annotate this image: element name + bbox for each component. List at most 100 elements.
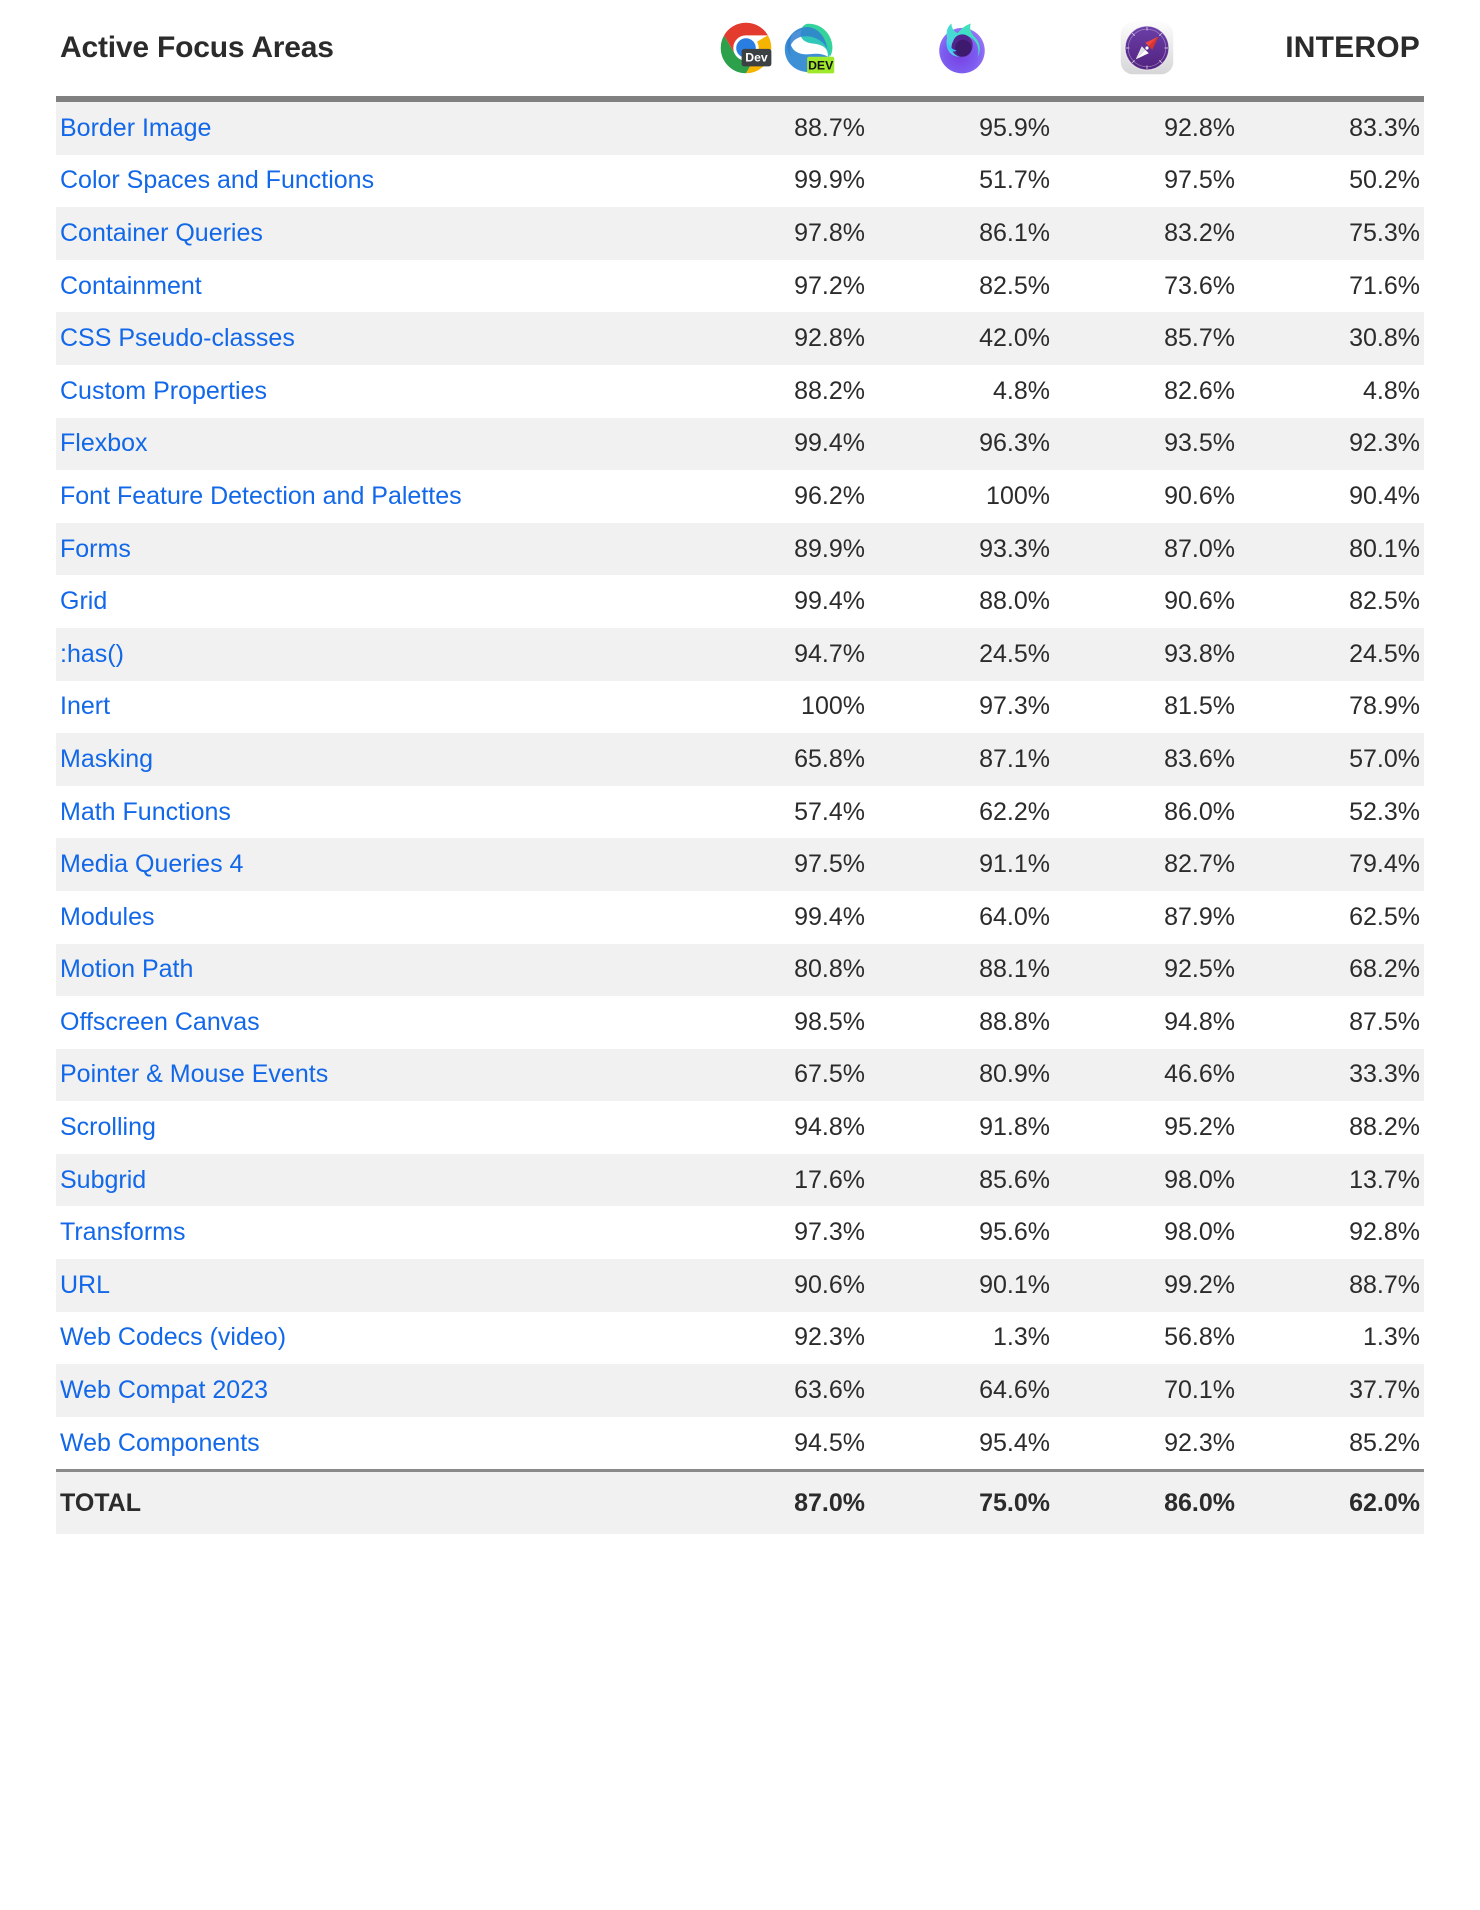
table-row[interactable]: Pointer & Mouse Events 67.5% 80.9% 46.6%… (56, 1048, 1424, 1102)
table-row[interactable]: Container Queries 97.8% 86.1% 83.2% 75.3… (56, 207, 1424, 260)
feature-cell: Transforms (56, 1206, 684, 1259)
table-row[interactable]: Transforms 97.3% 95.6% 98.0% 92.8% (56, 1206, 1424, 1259)
score-interop: 13.7% (1239, 1153, 1424, 1207)
table-row[interactable]: Inert 100% 97.3% 81.5% 78.9% (56, 681, 1424, 734)
table-row[interactable]: Web Codecs (video) 92.3% 1.3% 56.8% 1.3% (56, 1312, 1424, 1365)
score-firefox: 97.3% (979, 692, 1050, 721)
table-row[interactable]: Offscreen Canvas 98.5% 88.8% 94.8% 87.5% (56, 996, 1424, 1049)
feature-link[interactable]: Border Image (60, 113, 212, 142)
score-chrome-edge: 99.9% (794, 166, 865, 195)
score-interop: 80.1% (1239, 522, 1424, 576)
feature-link[interactable]: Container Queries (60, 218, 263, 247)
feature-link[interactable]: Media Queries 4 (60, 850, 244, 879)
score-chrome-edge: 98.5% (794, 1007, 865, 1036)
feature-link[interactable]: Custom Properties (60, 376, 268, 405)
table-row[interactable]: Border Image 88.7% 95.9% 92.8% 83.3% (56, 102, 1424, 155)
score-safari: 98.0% (1164, 1218, 1235, 1247)
table-row[interactable]: Custom Properties 88.2% 4.8% 82.6% 4.8% (56, 365, 1424, 418)
feature-link[interactable]: Font Feature Detection and Palettes (60, 481, 462, 510)
table-row[interactable]: Masking 65.8% 87.1% 83.6% 57.0% (56, 733, 1424, 786)
feature-cell: Math Functions (56, 786, 684, 839)
table-row[interactable]: Web Compat 2023 63.6% 64.6% 70.1% 37.7% (56, 1364, 1424, 1417)
feature-link[interactable]: Forms (60, 534, 131, 563)
feature-cell: Flexbox (56, 417, 684, 471)
score-chrome-edge: 94.8% (794, 1113, 865, 1142)
table-row[interactable]: Forms 89.9% 93.3% 87.0% 80.1% (56, 522, 1424, 576)
feature-link[interactable]: Pointer & Mouse Events (60, 1060, 329, 1089)
feature-cell: Masking (56, 733, 684, 786)
feature-link[interactable]: Subgrid (60, 1165, 147, 1194)
feature-cell: Font Feature Detection and Palettes (56, 470, 684, 523)
score-safari: 94.8% (1164, 1007, 1235, 1036)
feature-cell: Motion Path (56, 943, 684, 997)
table-row[interactable]: URL 90.6% 90.1% 99.2% 88.7% (56, 1259, 1424, 1312)
table-row[interactable]: Web Components 94.5% 95.4% 92.3% 85.2% (56, 1417, 1424, 1470)
header-rule (56, 96, 1424, 102)
feature-cell: Web Codecs (video) (56, 1312, 684, 1365)
score-safari: 46.6% (1054, 1048, 1239, 1102)
score-firefox: 91.8% (979, 1113, 1050, 1142)
table-row[interactable]: Grid 99.4% 88.0% 90.6% 82.5% (56, 575, 1424, 628)
score-chrome-edge: 88.7% (684, 102, 869, 155)
feature-link[interactable]: Grid (60, 587, 108, 616)
table-row[interactable]: Flexbox 99.4% 96.3% 93.5% 92.3% (56, 417, 1424, 471)
score-safari: 87.9% (1164, 902, 1235, 931)
score-chrome-edge: 63.6% (684, 1364, 869, 1417)
feature-link[interactable]: URL (60, 1270, 111, 1299)
score-firefox: 87.1% (869, 733, 1054, 786)
total-firefox: 75.0% (869, 1472, 1054, 1535)
score-interop: 57.0% (1239, 733, 1424, 786)
score-safari: 73.6% (1164, 271, 1235, 300)
table-row[interactable]: Modules 99.4% 64.0% 87.9% 62.5% (56, 891, 1424, 944)
score-chrome-edge: 99.4% (684, 417, 869, 471)
table-row[interactable]: CSS Pseudo-classes 92.8% 42.0% 85.7% 30.… (56, 312, 1424, 365)
feature-link[interactable]: CSS Pseudo-classes (60, 324, 295, 353)
score-interop: 82.5% (1349, 587, 1420, 616)
feature-link[interactable]: Web Codecs (video) (60, 1323, 287, 1352)
feature-link[interactable]: Web Components (60, 1428, 260, 1457)
feature-link[interactable]: Masking (60, 744, 154, 773)
page-title: Active Focus Areas (60, 31, 334, 64)
score-chrome-edge: 97.8% (684, 207, 869, 260)
table-row[interactable]: Subgrid 17.6% 85.6% 98.0% 13.7% (56, 1153, 1424, 1207)
score-chrome-edge: 97.2% (794, 271, 865, 300)
score-chrome-edge: 100% (801, 692, 865, 721)
feature-link[interactable]: Web Compat 2023 (60, 1376, 268, 1405)
table-row[interactable]: Math Functions 57.4% 62.2% 86.0% 52.3% (56, 786, 1424, 839)
feature-cell: Offscreen Canvas (56, 996, 684, 1049)
feature-link[interactable]: Transforms (60, 1218, 186, 1247)
header-cell-interop: INTEROP (1239, 0, 1424, 96)
feature-link[interactable]: Flexbox (60, 429, 148, 458)
feature-cell: Grid (56, 575, 684, 628)
table-row[interactable]: :has() 94.7% 24.5% 93.8% 24.5% (56, 627, 1424, 681)
score-interop: 90.4% (1349, 481, 1420, 510)
feature-link[interactable]: Offscreen Canvas (60, 1007, 260, 1036)
table-row[interactable]: Font Feature Detection and Palettes 96.2… (56, 470, 1424, 523)
feature-link[interactable]: Scrolling (60, 1113, 156, 1142)
feature-link[interactable]: Containment (60, 271, 202, 300)
feature-link[interactable]: Motion Path (60, 955, 194, 984)
score-chrome-edge: 97.5% (684, 838, 869, 891)
feature-link[interactable]: Math Functions (60, 797, 231, 826)
table-row[interactable]: Media Queries 4 97.5% 91.1% 82.7% 79.4% (56, 838, 1424, 891)
score-chrome-edge: 57.4% (794, 797, 865, 826)
score-chrome-edge: 92.3% (794, 1323, 865, 1352)
feature-link[interactable]: Modules (60, 902, 155, 931)
score-chrome-edge: 89.9% (684, 522, 869, 576)
table-row[interactable]: Scrolling 94.8% 91.8% 95.2% 88.2% (56, 1101, 1424, 1154)
table-row[interactable]: Color Spaces and Functions 99.9% 51.7% 9… (56, 155, 1424, 208)
score-interop: 88.7% (1239, 1259, 1424, 1312)
feature-cell: Media Queries 4 (56, 838, 684, 891)
score-safari: 93.8% (1054, 627, 1239, 681)
score-firefox: 90.1% (869, 1259, 1054, 1312)
feature-link[interactable]: :has() (60, 639, 124, 668)
table-row[interactable]: Containment 97.2% 82.5% 73.6% 71.6% (56, 260, 1424, 313)
score-safari: 90.6% (1164, 587, 1235, 616)
feature-link[interactable]: Color Spaces and Functions (60, 166, 375, 195)
score-safari: 82.7% (1054, 838, 1239, 891)
feature-link[interactable]: Inert (60, 692, 111, 721)
score-firefox: 95.9% (869, 102, 1054, 155)
table-row[interactable]: Motion Path 80.8% 88.1% 92.5% 68.2% (56, 943, 1424, 997)
score-firefox: 4.8% (993, 376, 1050, 405)
safari-technology-preview-icon (1120, 21, 1173, 75)
